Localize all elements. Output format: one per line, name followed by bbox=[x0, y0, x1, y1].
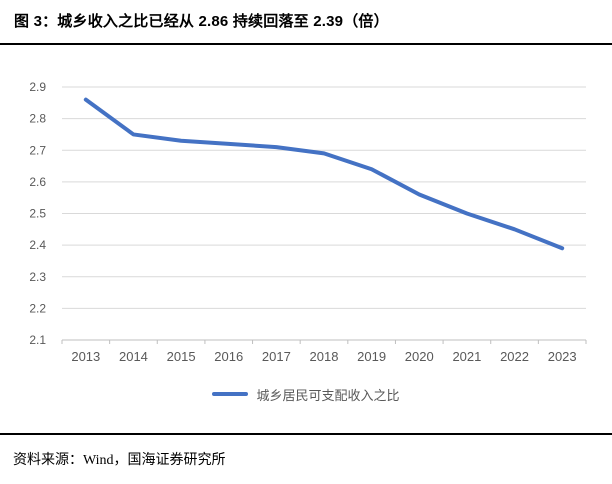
legend-label: 城乡居民可支配收入之比 bbox=[256, 387, 400, 403]
x-axis-tick-label: 2021 bbox=[452, 349, 481, 364]
y-axis-tick-label: 2.2 bbox=[29, 301, 46, 315]
y-axis-tick-label: 2.7 bbox=[29, 143, 46, 157]
top-divider bbox=[0, 43, 612, 45]
x-axis-tick-label: 2013 bbox=[71, 349, 100, 364]
y-axis-tick-label: 2.9 bbox=[29, 80, 46, 94]
x-axis-tick-label: 2016 bbox=[214, 349, 243, 364]
x-axis-tick-label: 2014 bbox=[119, 349, 148, 364]
source-note: 资料来源：Wind，国海证券研究所 bbox=[13, 453, 226, 468]
data-series-line bbox=[83, 97, 565, 251]
y-axis-tick-label: 2.6 bbox=[29, 175, 46, 189]
x-axis-tick-label: 2023 bbox=[548, 349, 577, 364]
x-axis-tick-label: 2015 bbox=[167, 349, 196, 364]
legend-line-marker bbox=[212, 392, 249, 396]
x-axis-tick-label: 2017 bbox=[262, 349, 291, 364]
y-axis-tick-label: 2.5 bbox=[29, 207, 46, 221]
chart-legend: 城乡居民可支配收入之比 bbox=[0, 384, 612, 404]
x-axis-tick-label: 2018 bbox=[310, 349, 339, 364]
y-axis-tick-label: 2.4 bbox=[29, 238, 46, 252]
y-axis-tick-label: 2.1 bbox=[29, 333, 46, 347]
y-axis-tick-label: 2.3 bbox=[29, 270, 46, 284]
bottom-divider bbox=[0, 433, 612, 435]
y-axis-tick-label: 2.8 bbox=[29, 112, 46, 126]
x-axis-tick-label: 2022 bbox=[500, 349, 529, 364]
figure-title: 图 3：城乡收入之比已经从 2.86 持续回落至 2.39（倍） bbox=[14, 13, 389, 30]
x-axis-tick-label: 2019 bbox=[357, 349, 386, 364]
x-axis-tick-label: 2020 bbox=[405, 349, 434, 364]
